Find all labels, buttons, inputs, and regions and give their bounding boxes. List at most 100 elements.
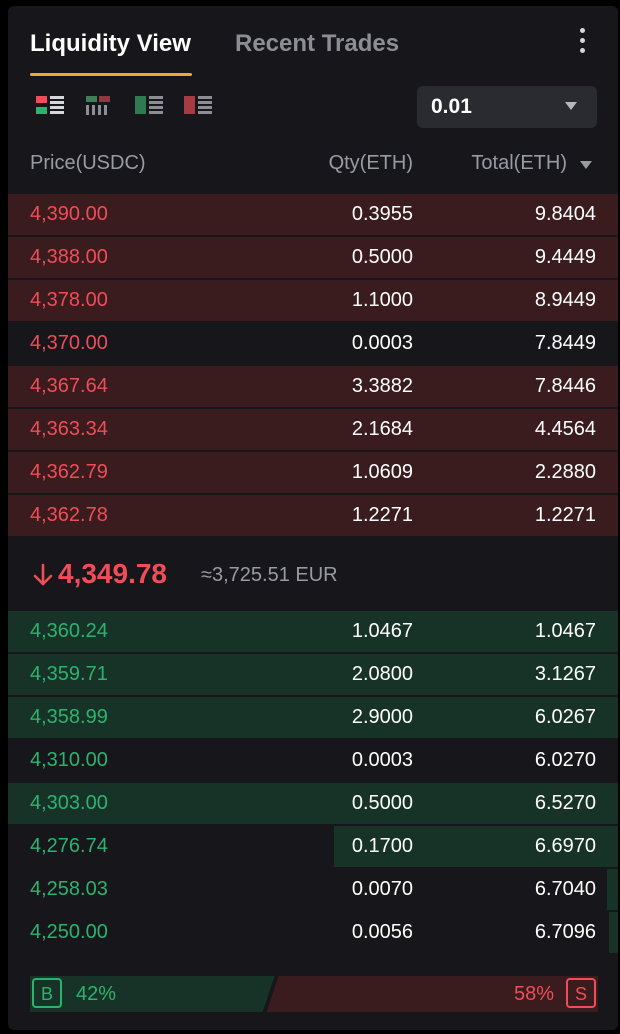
tab-recent-trades[interactable]: Recent Trades — [235, 30, 400, 57]
sort-caret-icon[interactable] — [580, 161, 592, 169]
qty-column-header: Qty(ETH) — [328, 152, 413, 174]
sell-badge: S — [566, 978, 596, 1008]
ask-row[interactable]: 4,363.34 2.1684 4.4564 — [8, 408, 618, 451]
total-cell: 1.2271 — [534, 504, 596, 526]
qty-cell: 1.0467 — [351, 620, 413, 642]
qty-cell: 1.1000 — [351, 289, 413, 311]
price-cell: 4,363.34 — [30, 418, 108, 440]
ask-row[interactable]: 4,390.00 0.3955 9.8404 — [8, 193, 618, 236]
total-column-header[interactable]: Total(ETH) — [471, 152, 567, 174]
total-cell: 3.1267 — [534, 663, 596, 685]
bid-row[interactable]: 4,303.00 0.5000 6.5270 — [8, 782, 618, 825]
qty-cell: 3.3882 — [351, 375, 413, 397]
price-column-header: Price(USDC) — [30, 152, 146, 174]
qty-cell: 0.0003 — [351, 332, 413, 354]
ask-row[interactable]: 4,362.78 1.2271 1.2271 — [8, 494, 618, 537]
price-cell: 4,388.00 — [30, 246, 108, 268]
qty-cell: 0.3955 — [351, 203, 413, 225]
total-cell: 6.0267 — [534, 706, 596, 728]
total-cell: 6.6970 — [534, 835, 596, 857]
bid-row[interactable]: 4,359.71 2.0800 3.1267 — [8, 653, 618, 696]
price-cell: 4,258.03 — [30, 878, 108, 900]
total-cell: 6.7096 — [534, 921, 596, 943]
price-cell: 4,367.64 — [30, 375, 108, 397]
fiat-equivalent: ≈3,725.51 EUR — [201, 564, 338, 586]
total-cell: 9.4449 — [534, 246, 596, 268]
price-cell: 4,276.74 — [30, 835, 108, 857]
column-header: Price(USDC) Qty(ETH) Total(ETH) — [8, 148, 618, 178]
depth-bar — [8, 237, 618, 278]
qty-cell: 2.9000 — [351, 706, 413, 728]
qty-cell: 1.2271 — [351, 504, 413, 526]
total-cell: 6.5270 — [534, 792, 596, 814]
precision-value: 0.01 — [431, 95, 472, 118]
price-cell: 4,250.00 — [30, 921, 108, 943]
total-cell: 1.0467 — [534, 620, 596, 642]
asks-list: 4,390.00 0.3955 9.8404 4,388.00 0.5000 9.4449… — [8, 193, 618, 537]
bid-row[interactable]: 4,358.99 2.9000 6.0267 — [8, 696, 618, 739]
precision-select[interactable]: 0.01 — [417, 86, 597, 128]
price-cell: 4,370.00 — [30, 332, 108, 354]
sell-percentage: 58% — [513, 983, 554, 1005]
depth-bar — [8, 194, 618, 235]
depth-bar — [8, 783, 618, 824]
ask-row[interactable]: 4,362.79 1.0609 2.2880 — [8, 451, 618, 494]
total-cell: 4.4564 — [534, 418, 596, 440]
both-sides-icon[interactable] — [36, 94, 66, 118]
bid-row[interactable]: 4,360.24 1.0467 1.0467 — [8, 610, 618, 653]
qty-cell: 2.1684 — [351, 418, 413, 440]
ask-row[interactable]: 4,370.00 0.0003 7.8449 — [8, 322, 618, 365]
buy-percentage: 42% — [76, 983, 117, 1005]
bid-row[interactable]: 4,276.74 0.1700 6.6970 — [8, 825, 618, 868]
qty-cell: 0.1700 — [351, 835, 413, 857]
depth-bar — [8, 409, 618, 450]
depth-bar — [8, 280, 618, 321]
total-cell: 7.8446 — [534, 375, 596, 397]
depth-bar — [608, 912, 618, 953]
depth-bar — [333, 826, 618, 867]
price-cell: 4,360.24 — [30, 620, 108, 642]
total-cell: 6.0270 — [534, 749, 596, 771]
total-cell: 7.8449 — [534, 332, 596, 354]
qty-cell: 0.0070 — [351, 878, 413, 900]
bid-row[interactable]: 4,250.00 0.0056 6.7096 — [8, 911, 618, 954]
qty-cell: 0.5000 — [351, 792, 413, 814]
price-cell: 4,362.79 — [30, 461, 108, 483]
order-book-panel: Liquidity View Recent Trades — [8, 6, 618, 1030]
qty-cell: 0.0056 — [351, 921, 413, 943]
more-options-icon[interactable] — [574, 28, 590, 58]
buy-badge: B — [32, 978, 62, 1008]
mid-price-row: 4,349.78 ≈3,725.51 EUR — [8, 551, 618, 599]
bids-only-icon[interactable] — [135, 94, 165, 118]
price-cell: 4,390.00 — [30, 203, 108, 225]
depth-bar — [8, 697, 618, 738]
depth-bar — [607, 869, 618, 910]
bid-row[interactable]: 4,310.00 0.0003 6.0270 — [8, 739, 618, 782]
arrow-down-icon — [33, 563, 53, 586]
depth-bar — [8, 611, 618, 652]
ask-row[interactable]: 4,378.00 1.1000 8.9449 — [8, 279, 618, 322]
tab-liquidity-view[interactable]: Liquidity View — [30, 30, 191, 57]
depth-bar — [8, 495, 618, 536]
price-cell: 4,378.00 — [30, 289, 108, 311]
qty-cell: 2.0800 — [351, 663, 413, 685]
bid-row[interactable]: 4,258.03 0.0070 6.7040 — [8, 868, 618, 911]
qty-cell: 0.5000 — [351, 246, 413, 268]
active-tab-indicator — [30, 73, 192, 76]
depth-bar — [8, 654, 618, 695]
price-cell: 4,303.00 — [30, 792, 108, 814]
price-cell: 4,310.00 — [30, 749, 108, 771]
asks-only-icon[interactable] — [184, 94, 214, 118]
chevron-down-icon — [565, 102, 577, 110]
ask-row[interactable]: 4,388.00 0.5000 9.4449 — [8, 236, 618, 279]
total-cell: 2.2880 — [534, 461, 596, 483]
buy-share-bar — [30, 976, 275, 1012]
depth-bar — [8, 452, 618, 493]
depth-bars-icon[interactable] — [86, 94, 116, 118]
ask-row[interactable]: 4,367.64 3.3882 7.8446 — [8, 365, 618, 408]
bids-list: 4,360.24 1.0467 1.0467 4,359.71 2.0800 3.1267… — [8, 610, 618, 954]
price-cell: 4,359.71 — [30, 663, 108, 685]
last-price: 4,349.78 — [58, 558, 167, 589]
tab-bar: Liquidity View Recent Trades — [8, 6, 618, 78]
buy-sell-ratio-bar: B 42% 58% S — [30, 976, 598, 1012]
